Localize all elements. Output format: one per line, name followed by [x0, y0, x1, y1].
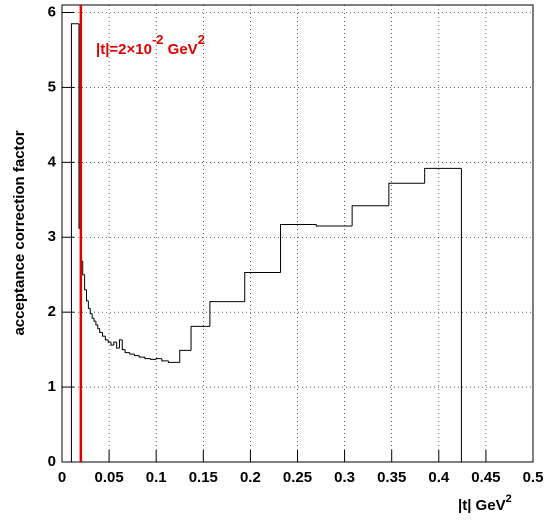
annotation: |t|=2×10-2 GeV2: [96, 32, 205, 58]
x-tick-label: 0.5: [523, 469, 544, 486]
x-tick-label: 0.4: [428, 469, 450, 486]
histogram-bin: [155, 358, 162, 360]
y-tick-label: 0: [48, 453, 56, 470]
histogram-bin: [113, 341, 117, 346]
histogram-bin: [244, 271, 281, 302]
histogram-bin: [99, 328, 103, 333]
histogram-bin: [138, 355, 145, 358]
histogram-bin: [351, 205, 389, 227]
y-axis-label: acceptance correction factor: [11, 130, 28, 335]
histogram-bin: [93, 318, 96, 322]
annotation-sup: -2: [152, 32, 164, 47]
x-axis-label: |t| GeV2: [458, 493, 512, 514]
y-tick-label: 2: [48, 303, 56, 320]
histogram-bin: [102, 332, 106, 337]
histogram-bin: [84, 274, 87, 291]
histogram-bin: [190, 325, 210, 351]
histogram-bin: [150, 358, 157, 360]
histogram-bin: [424, 167, 462, 184]
histogram-bin: [315, 224, 353, 227]
histogram-bin: [82, 261, 85, 276]
histogram-bin: [89, 308, 93, 315]
histogram-bin: [129, 352, 135, 355]
histogram-bin: [87, 300, 91, 309]
histogram-bin: [134, 354, 140, 357]
y-tick-label: 4: [48, 153, 57, 170]
x-tick-label: 0.1: [146, 469, 167, 486]
histogram-bin: [118, 339, 123, 349]
histogram-bin: [107, 339, 111, 343]
x-tick-label: 0.45: [471, 469, 500, 486]
histogram-bin: [104, 336, 109, 341]
histogram-bin: [116, 342, 120, 349]
histogram-bin: [110, 342, 114, 346]
annotation-unit-sup: 2: [198, 32, 205, 47]
histogram-bin: [161, 358, 169, 362]
histogram-bin: [124, 349, 130, 354]
x-axis-label-sup: 2: [506, 493, 512, 505]
histogram-bin: [167, 360, 180, 363]
histogram-bin: [121, 339, 126, 351]
y-tick-label: 5: [48, 78, 56, 95]
x-tick-label: 0.3: [334, 469, 355, 486]
x-tick-label: 0.35: [377, 469, 406, 486]
histogram-bin: [91, 313, 95, 319]
histogram-bin: [97, 324, 100, 330]
x-tick-label: 0: [58, 469, 66, 486]
y-tick-label: 3: [48, 228, 56, 245]
histogram-bin: [95, 321, 98, 326]
x-axis-label-text: |t| GeV: [458, 497, 506, 514]
histogram-bin: [85, 289, 89, 302]
histogram-bin: [388, 182, 425, 206]
x-tick-label: 0.15: [189, 469, 218, 486]
x-tick-label: 0.25: [283, 469, 312, 486]
x-tick-label: 0.2: [240, 469, 261, 486]
histogram-bin: [179, 349, 192, 363]
y-tick-label: 6: [48, 3, 56, 20]
histogram-bin: [280, 224, 317, 273]
annotation-unit: GeV: [164, 41, 198, 58]
histogram-bin: [209, 301, 245, 327]
y-tick-label: 1: [48, 378, 56, 395]
histogram-bin: [70, 23, 79, 462]
x-tick-label: 0.05: [94, 469, 123, 486]
histogram-bin: [144, 357, 151, 360]
annotation-text: |t|=2×10: [96, 41, 152, 58]
